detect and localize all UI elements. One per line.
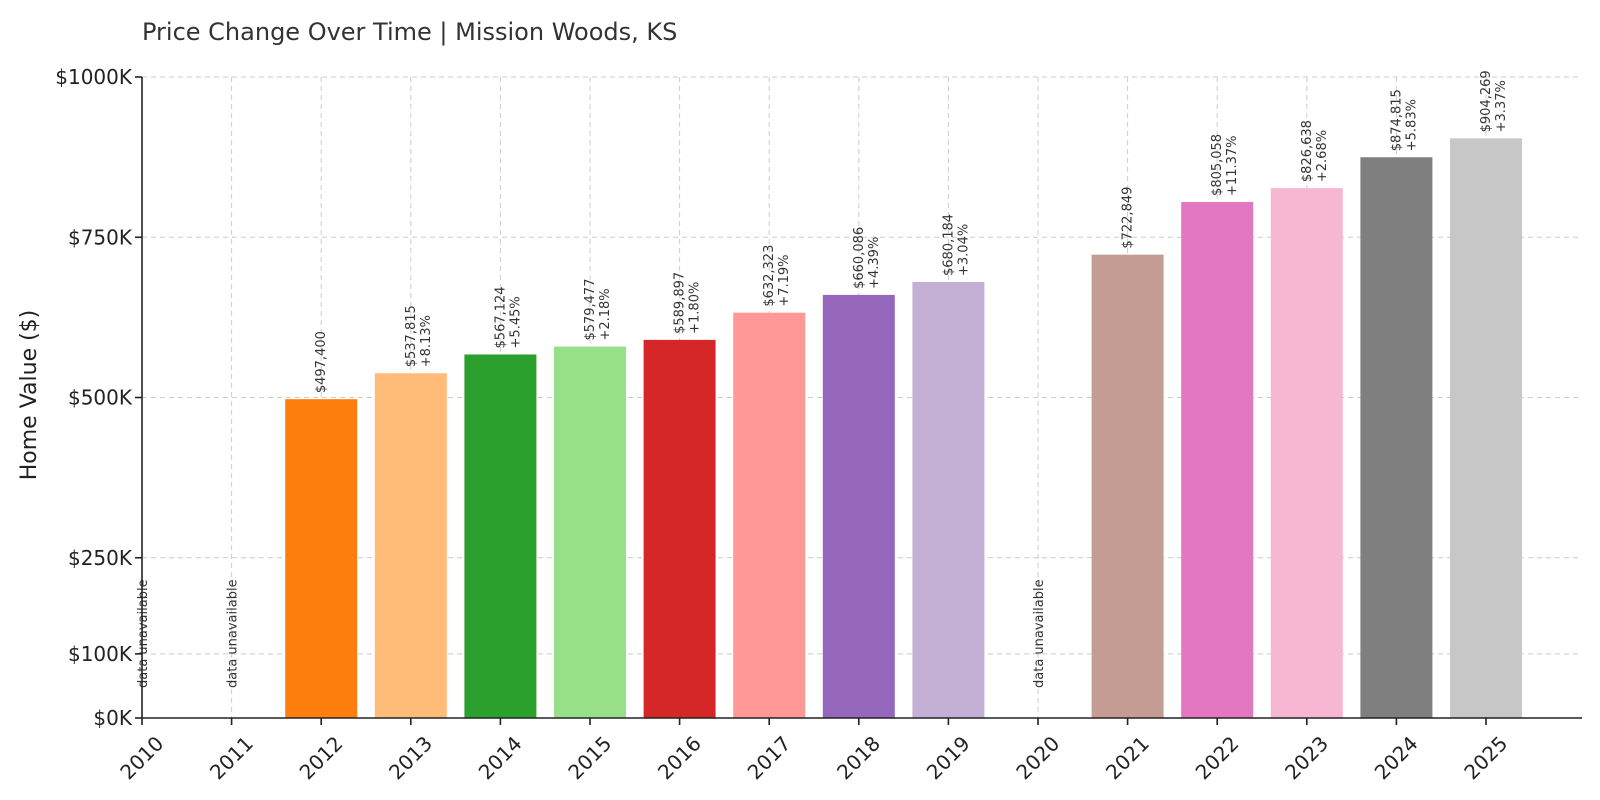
bars	[285, 138, 1522, 718]
change-label: +4.39%	[867, 237, 882, 289]
x-tick-label: 2011	[205, 731, 258, 784]
bar-2014	[464, 354, 537, 718]
x-tick-label: 2018	[832, 731, 885, 784]
y-tick-label: $250K	[68, 546, 133, 570]
x-tick-label: 2016	[653, 731, 706, 784]
change-label: +1.80%	[688, 282, 703, 334]
x-tick-label: 2024	[1370, 731, 1423, 784]
value-label: $904,269	[1479, 70, 1494, 132]
x-tick-label: 2010	[115, 731, 168, 784]
x-tick-label: 2015	[563, 731, 616, 784]
y-tick-label: $0K	[93, 706, 132, 730]
bar-2016	[643, 339, 716, 718]
y-tick-label: $750K	[68, 225, 133, 249]
x-tick-label: 2023	[1280, 731, 1333, 784]
y-tick-label: $1000K	[55, 65, 133, 89]
bar-2013	[374, 373, 447, 718]
value-label: $826,638	[1300, 120, 1315, 182]
value-label: $874,815	[1389, 89, 1404, 151]
data-labels: data unavailable data unavailable $497,400…	[136, 70, 1509, 688]
y-tick-label: $100K	[68, 642, 133, 666]
x-tick-label: 2014	[474, 731, 527, 784]
missing-data-label: data unavailable	[136, 579, 151, 688]
change-label: +8.13%	[419, 315, 434, 367]
axes: $0K $100K $250K $500K $750K $1000K 2010 2011 201…	[55, 65, 1582, 784]
missing-data-label: data unavailable	[226, 579, 241, 688]
change-label: +3.37%	[1494, 80, 1509, 132]
change-label: +2.18%	[598, 288, 613, 340]
x-tick-label: 2025	[1459, 731, 1512, 784]
x-tick-label: 2019	[922, 731, 975, 784]
value-label: $722,849	[1121, 187, 1136, 249]
bar-2024	[1360, 157, 1433, 718]
change-label: +5.45%	[508, 296, 523, 348]
change-label: +11.37%	[1225, 135, 1240, 195]
change-label: +7.19%	[777, 254, 792, 306]
bar-2021	[1091, 254, 1164, 718]
x-tick-label: 2012	[295, 731, 348, 784]
x-tick-label: 2017	[743, 731, 796, 784]
value-label: $579,477	[583, 279, 598, 341]
y-tick-label: $500K	[68, 386, 133, 410]
bar-2023	[1270, 188, 1343, 718]
x-tick-label: 2022	[1191, 731, 1244, 784]
x-tick-label: 2013	[384, 731, 437, 784]
value-label: $805,058	[1210, 134, 1225, 196]
value-label: $660,086	[852, 227, 867, 289]
bar-2022	[1181, 201, 1254, 718]
value-label: $497,400	[314, 331, 329, 393]
value-label: $567,124	[493, 286, 508, 348]
chart-title: Price Change Over Time | Mission Woods, …	[142, 18, 677, 46]
value-label: $537,815	[404, 305, 419, 367]
bar-2018	[822, 294, 895, 718]
y-axis-label: Home Value ($)	[17, 310, 42, 481]
bar-2025	[1450, 138, 1522, 718]
change-label: +3.04%	[956, 224, 971, 276]
bar-2019	[912, 282, 985, 718]
value-label: $632,323	[762, 245, 777, 307]
change-label: +2.68%	[1315, 130, 1330, 182]
bar-2015	[554, 346, 626, 718]
value-label: $680,184	[941, 214, 956, 276]
value-label: $589,897	[673, 272, 688, 334]
bar-2017	[733, 312, 806, 718]
missing-data-label: data unavailable	[1032, 579, 1047, 688]
x-tick-label: 2021	[1101, 731, 1154, 784]
change-label: +5.83%	[1404, 99, 1419, 151]
bar-2012	[285, 399, 358, 718]
x-tick-label: 2020	[1011, 731, 1064, 784]
